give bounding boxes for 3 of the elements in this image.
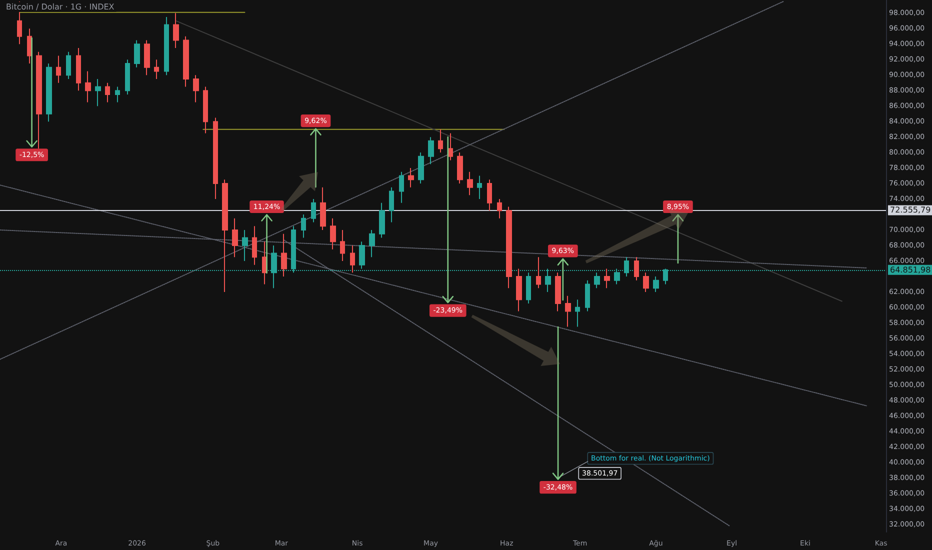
ref-line-label: 64.851,98 [890,265,931,274]
chart-title: Bitcoin / Dolar · 1G · INDEX [6,2,115,12]
ref-line-label: 72.555,79 [890,206,931,215]
